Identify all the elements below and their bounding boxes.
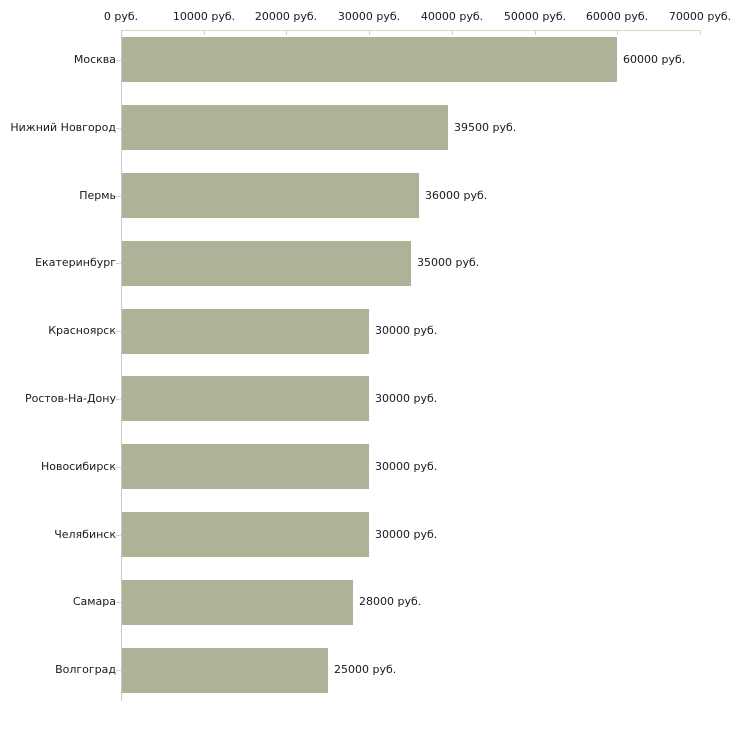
category-label: Пермь: [79, 189, 116, 202]
bar-value-label: 30000 руб.: [375, 528, 438, 541]
x-axis-tick: [452, 30, 453, 35]
x-axis-tick: [286, 30, 287, 35]
category-label: Нижний Новгород: [10, 121, 116, 134]
bar: [122, 241, 411, 286]
bar-value-label: 30000 руб.: [375, 392, 438, 405]
category-label: Красноярск: [48, 324, 116, 337]
y-axis-tick: [116, 670, 121, 671]
bar-value-label: 28000 руб.: [359, 595, 422, 608]
x-axis-tick-label: 40000 руб.: [420, 10, 484, 23]
category-label: Москва: [73, 53, 116, 66]
category-label: Челябинск: [54, 528, 116, 541]
y-axis-tick: [116, 263, 121, 264]
x-axis-tick-label: 70000 руб.: [668, 10, 730, 23]
x-axis-line: [121, 30, 700, 31]
x-axis-tick-label: 30000 руб.: [337, 10, 401, 23]
bar-value-label: 39500 руб.: [454, 121, 517, 134]
x-axis-tick-label: 50000 руб.: [503, 10, 567, 23]
bar-value-label: 60000 руб.: [623, 53, 686, 66]
bar: [122, 37, 617, 82]
y-axis-tick: [116, 467, 121, 468]
bar: [122, 105, 448, 150]
x-axis-tick: [535, 30, 536, 35]
y-axis-tick: [116, 399, 121, 400]
x-axis-tick: [369, 30, 370, 35]
bar-value-label: 30000 руб.: [375, 324, 438, 337]
bar: [122, 512, 369, 557]
category-label: Самара: [72, 595, 116, 608]
y-axis-tick: [116, 331, 121, 332]
bar: [122, 309, 369, 354]
bar: [122, 580, 353, 625]
bar-value-label: 35000 руб.: [417, 256, 480, 269]
category-label: Новосибирск: [40, 460, 116, 473]
y-axis-tick: [116, 60, 121, 61]
y-axis-tick: [116, 196, 121, 197]
x-axis-tick: [204, 30, 205, 35]
y-axis-line: [121, 30, 122, 701]
bar: [122, 444, 369, 489]
bar: [122, 173, 419, 218]
bar: [122, 648, 328, 693]
x-axis-tick-label: 20000 руб.: [254, 10, 318, 23]
bar: [122, 376, 369, 421]
x-axis-tick: [700, 30, 701, 35]
category-label: Ростов-На-Дону: [24, 392, 116, 405]
x-axis-tick-label: 10000 руб.: [172, 10, 236, 23]
y-axis-tick: [116, 602, 121, 603]
bar-value-label: 30000 руб.: [375, 460, 438, 473]
x-axis-tick-label: 0 руб.: [103, 10, 139, 23]
y-axis-tick: [116, 128, 121, 129]
y-axis-tick: [116, 535, 121, 536]
category-label: Екатеринбург: [35, 256, 116, 269]
x-axis-tick: [617, 30, 618, 35]
bar-value-label: 25000 руб.: [334, 663, 397, 676]
x-axis-tick-label: 60000 руб.: [585, 10, 649, 23]
bar-value-label: 36000 руб.: [425, 189, 488, 202]
category-label: Волгоград: [55, 663, 116, 676]
